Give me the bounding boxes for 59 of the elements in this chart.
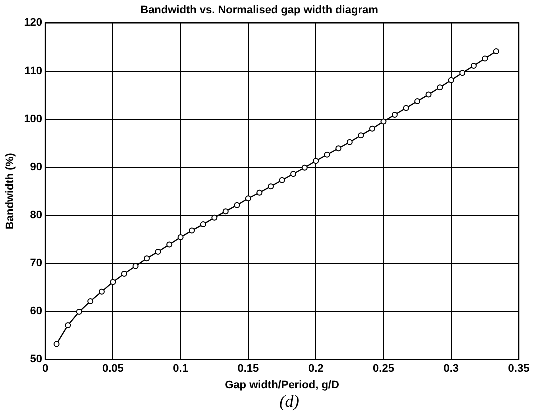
x-axis-title: Gap width/Period, g/D: [225, 379, 340, 392]
point: [256, 190, 263, 196]
point: [212, 214, 218, 221]
y-tick-label: 80: [30, 209, 43, 222]
x-tick-label: 0.2: [308, 363, 324, 376]
x-tick-label: 0.3: [444, 363, 460, 376]
point: [110, 279, 116, 286]
point: [76, 309, 82, 316]
point: [234, 202, 240, 208]
point: [426, 92, 432, 98]
x-tick-label: 0: [42, 363, 49, 376]
point: [380, 118, 387, 125]
point: [460, 70, 466, 76]
point: [166, 242, 173, 248]
x-tick-label: 0.35: [508, 363, 530, 376]
text: (d): [278, 392, 300, 412]
point: [324, 152, 330, 158]
y-tick-label: 120: [24, 17, 43, 30]
point: [493, 48, 500, 55]
point: [88, 298, 94, 304]
point: [346, 139, 353, 146]
point: [245, 196, 252, 202]
y-tick-label: 110: [24, 65, 43, 78]
y-tick-label: 100: [24, 113, 43, 126]
point: [121, 271, 128, 278]
point: [222, 208, 229, 215]
point: [268, 184, 274, 190]
point: [370, 126, 376, 132]
point: [358, 132, 364, 139]
y-tick-label: 70: [30, 258, 43, 270]
point: [448, 77, 454, 84]
y-tick-label: 60: [30, 306, 43, 318]
chart-title: Bandwidth vs. Normalised gap width diagram: [140, 4, 379, 17]
x-tick-label: 0.05: [102, 363, 124, 376]
point: [414, 98, 421, 105]
point: [155, 248, 162, 255]
point: [336, 146, 342, 152]
point: [279, 177, 286, 184]
x-tick-label: 0.15: [238, 363, 260, 376]
point: [189, 228, 196, 234]
point: [65, 322, 72, 328]
point: [178, 234, 184, 241]
point: [290, 171, 297, 178]
x-tick-label: 0.25: [373, 363, 394, 376]
point: [98, 288, 105, 295]
x-tick-label: 0.1: [173, 363, 188, 376]
y-tick-label: 50: [30, 354, 43, 366]
point: [302, 164, 308, 171]
y-tick-label: 90: [30, 161, 43, 174]
y-axis-title: Bandwidth (%): [4, 152, 17, 230]
point: [313, 158, 320, 164]
point: [144, 256, 150, 262]
point: [470, 62, 477, 69]
point: [200, 222, 206, 228]
point: [437, 84, 444, 91]
point: [392, 112, 398, 118]
point: [482, 56, 488, 62]
point: [54, 341, 60, 348]
point: [403, 105, 410, 112]
